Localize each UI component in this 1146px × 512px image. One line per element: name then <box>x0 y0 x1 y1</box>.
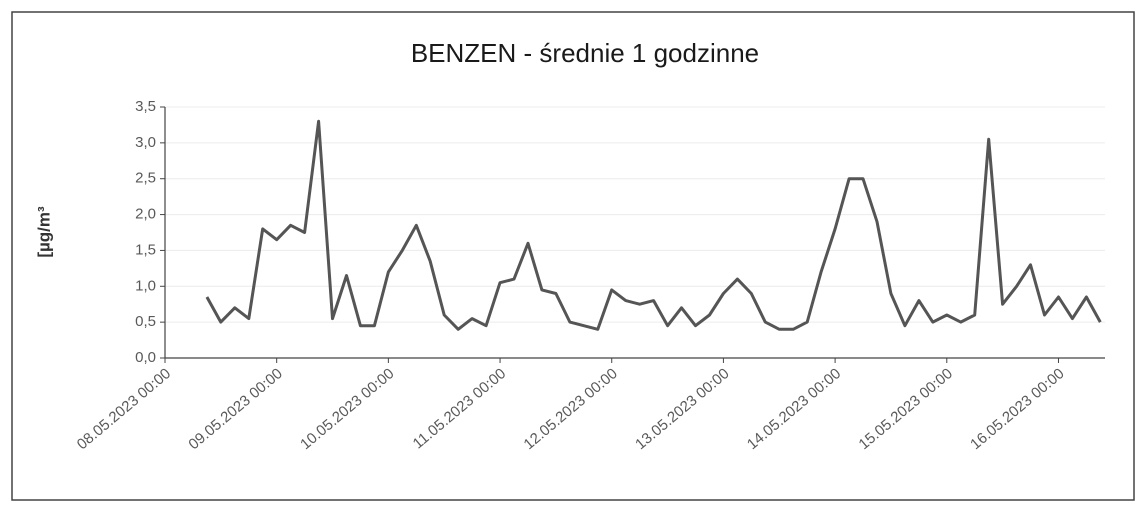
y-tick-label: 2,5 <box>135 170 156 187</box>
data-line <box>205 119 1102 331</box>
chart-title: BENZEN - średnie 1 godzinne <box>411 38 759 68</box>
y-axis-label: [µg/m³ <box>34 206 53 258</box>
y-tick-label: 3,0 <box>135 134 156 151</box>
y-tick-label: 2,0 <box>135 206 156 223</box>
y-tick-label: 1,0 <box>135 277 156 294</box>
y-tick-label: 0,0 <box>135 349 156 366</box>
y-tick-label: 0,5 <box>135 313 156 330</box>
y-tick-label: 1,5 <box>135 241 156 258</box>
y-tick-label: 3,5 <box>135 98 156 115</box>
chart-frame <box>11 11 1135 501</box>
